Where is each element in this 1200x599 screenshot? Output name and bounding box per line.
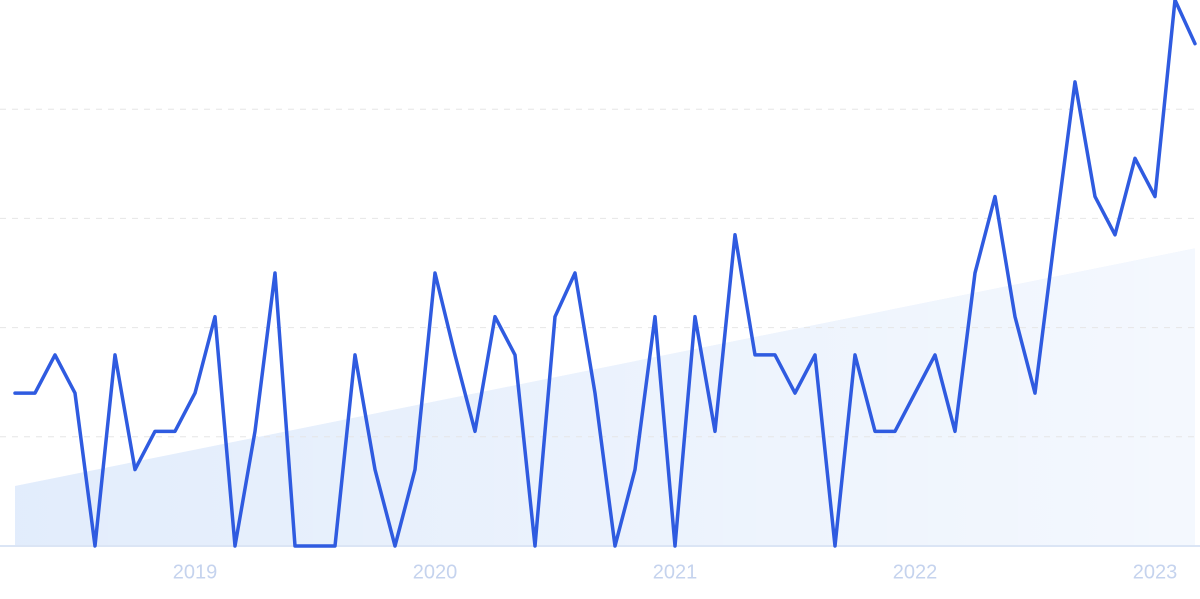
x-tick-label: 2023 (1133, 561, 1178, 583)
x-tick-label: 2021 (653, 561, 698, 583)
data-line (13, 0, 1197, 548)
x-tick-label: 2022 (893, 561, 938, 583)
trend-fade (15, 248, 1195, 546)
x-tick-label: 2019 (173, 561, 218, 583)
x-tick-label: 2020 (413, 561, 458, 583)
